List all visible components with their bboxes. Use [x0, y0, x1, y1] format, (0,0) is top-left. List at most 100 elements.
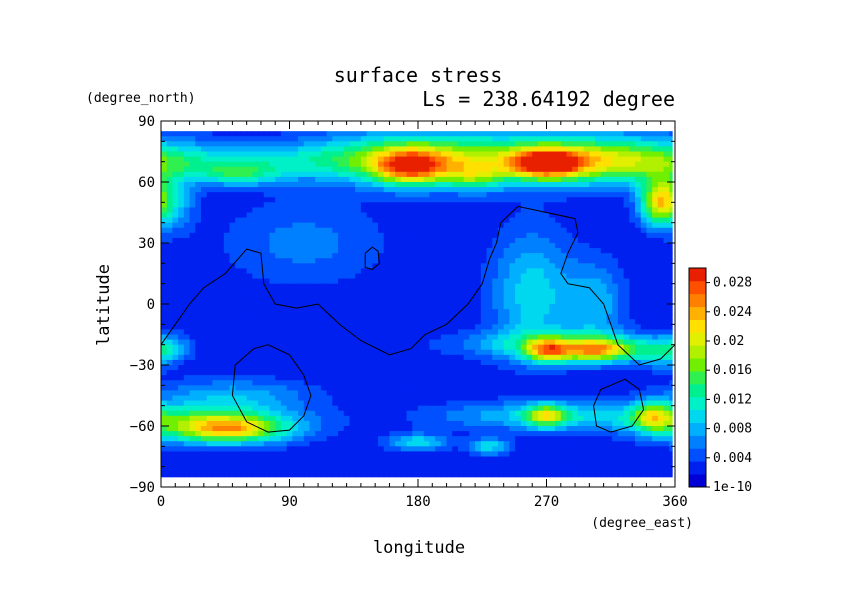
- heatmap-cell: [326, 176, 333, 183]
- heatmap-cell: [452, 146, 459, 152]
- heatmap-cell: [400, 197, 408, 203]
- heatmap-cell: [355, 293, 362, 300]
- heatmap-cell: [515, 166, 522, 173]
- heatmap-cell: [378, 395, 385, 402]
- heatmap-cell: [372, 202, 379, 208]
- heatmap-cell: [223, 349, 231, 356]
- heatmap-cell: [315, 278, 322, 285]
- heatmap-cell: [543, 370, 550, 376]
- heatmap-cell: [200, 380, 208, 386]
- heatmap-cell: [440, 354, 448, 361]
- heatmap-cell: [475, 253, 482, 259]
- heatmap-cell: [252, 324, 259, 330]
- heatmap-cell: [652, 354, 659, 361]
- heatmap-cell: [235, 288, 242, 295]
- heatmap-cell: [566, 385, 573, 391]
- heatmap-cell: [469, 268, 476, 274]
- heatmap-cell: [652, 166, 659, 173]
- heatmap-cell: [332, 309, 339, 315]
- heatmap-cell: [503, 146, 510, 152]
- heatmap-cell: [223, 176, 231, 183]
- heatmap-cell: [469, 278, 476, 285]
- heatmap-cell: [275, 365, 282, 371]
- heatmap-cell: [366, 253, 373, 259]
- heatmap-cell: [418, 212, 425, 219]
- heatmap-cell: [475, 288, 482, 295]
- heatmap-cell: [646, 293, 653, 300]
- heatmap-cell: [423, 166, 430, 173]
- heatmap-cell: [298, 380, 305, 386]
- heatmap-cell: [235, 385, 242, 391]
- heatmap-cell: [595, 187, 602, 193]
- heatmap-cell: [589, 359, 596, 366]
- heatmap-cell: [440, 237, 448, 244]
- heatmap-cell: [429, 243, 436, 249]
- heatmap-cell: [560, 359, 567, 366]
- heatmap-cell: [475, 232, 482, 239]
- heatmap-cell: [355, 237, 362, 244]
- heatmap-cell: [372, 207, 379, 213]
- heatmap-cell: [606, 354, 613, 361]
- heatmap-cell: [532, 380, 539, 386]
- heatmap-cell: [423, 298, 430, 305]
- heatmap-cell: [657, 156, 665, 163]
- heatmap-cell: [509, 344, 516, 351]
- heatmap-cell: [400, 248, 408, 254]
- heatmap-cell: [298, 359, 305, 366]
- heatmap-cell: [457, 207, 465, 213]
- heatmap-cell: [583, 339, 590, 346]
- heatmap-cell: [452, 380, 459, 386]
- heatmap-cell: [223, 136, 231, 142]
- heatmap-cell: [189, 309, 196, 315]
- heatmap-cell: [366, 222, 373, 229]
- heatmap-cell: [537, 182, 545, 188]
- heatmap-cell: [497, 131, 505, 137]
- heatmap-cell: [629, 324, 636, 330]
- heatmap-cell: [378, 253, 385, 259]
- heatmap-cell: [577, 339, 585, 346]
- heatmap-cell: [349, 314, 356, 320]
- heatmap-cell: [172, 390, 179, 396]
- heatmap-cell: [303, 375, 310, 381]
- heatmap-cell: [520, 207, 528, 213]
- heatmap-cell: [469, 263, 476, 269]
- heatmap-cell: [326, 161, 333, 168]
- heatmap-cell: [543, 227, 550, 234]
- heatmap-cell: [429, 222, 436, 229]
- heatmap-cell: [635, 344, 642, 351]
- heatmap-cell: [292, 405, 299, 412]
- heatmap-cell: [298, 278, 305, 285]
- heatmap-cell: [303, 131, 310, 137]
- heatmap-cell: [178, 171, 185, 178]
- heatmap-cell: [452, 365, 459, 371]
- heatmap-cell: [429, 248, 436, 254]
- heatmap-cell: [635, 136, 642, 142]
- heatmap-cell: [366, 359, 373, 366]
- heatmap-cell: [418, 222, 425, 229]
- heatmap-cell: [309, 166, 316, 173]
- heatmap-cell: [423, 375, 430, 381]
- heatmap-cell: [497, 354, 505, 361]
- heatmap-cell: [612, 365, 619, 371]
- heatmap-cell: [612, 400, 619, 407]
- heatmap-cell: [320, 268, 328, 274]
- heatmap-cell: [600, 344, 607, 351]
- heatmap-cell: [457, 232, 465, 239]
- heatmap-cell: [366, 197, 373, 203]
- heatmap-cell: [446, 293, 453, 300]
- heatmap-cell: [418, 141, 425, 147]
- heatmap-cell: [280, 187, 288, 193]
- heatmap-cell: [595, 156, 602, 163]
- heatmap-cell: [549, 161, 556, 168]
- heatmap-cell: [492, 131, 499, 137]
- heatmap-cell: [309, 298, 316, 305]
- heatmap-cell: [183, 390, 191, 396]
- heatmap-cell: [503, 304, 510, 310]
- heatmap-cell: [463, 217, 470, 224]
- heatmap-cell: [303, 268, 310, 274]
- heatmap-cell: [480, 131, 488, 137]
- heatmap-cell: [657, 197, 665, 203]
- heatmap-cell: [612, 268, 619, 274]
- heatmap-cell: [515, 395, 522, 402]
- heatmap-cell: [263, 380, 271, 386]
